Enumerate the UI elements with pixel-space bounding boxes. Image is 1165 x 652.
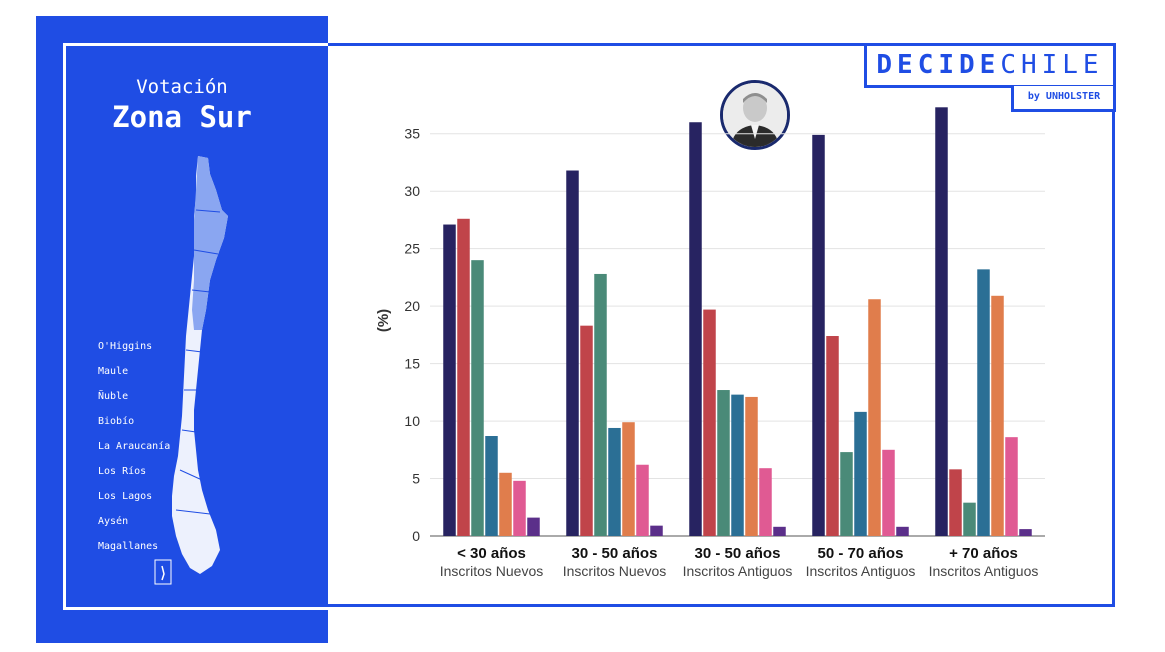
bar [977, 269, 990, 536]
y-tick-label: 35 [404, 126, 420, 142]
bar [443, 224, 456, 536]
bar [566, 170, 579, 536]
y-tick-label: 20 [404, 298, 420, 314]
y-tick-label: 10 [404, 413, 420, 429]
x-category-sublabel: Inscritos Antiguos [929, 563, 1039, 579]
bar [485, 436, 498, 536]
x-category-sublabel: Inscritos Nuevos [440, 563, 543, 579]
x-category-sublabel: Inscritos Nuevos [563, 563, 666, 579]
x-category-label: 30 - 50 años [695, 545, 781, 562]
panel-frame [63, 43, 328, 610]
candidate-photo-icon [720, 80, 790, 150]
bar [513, 480, 526, 536]
y-axis-label: (%) [375, 309, 392, 332]
bar [1019, 529, 1032, 536]
y-tick-label: 5 [412, 471, 420, 487]
region-label: La Araucanía [98, 441, 171, 452]
panel-subtitle: Votación [136, 76, 228, 98]
y-tick-label: 30 [404, 183, 420, 199]
panel-title: Zona Sur [112, 100, 252, 134]
by-label: by UNHOLSTER [1027, 91, 1101, 102]
bar [868, 299, 881, 536]
bar [471, 260, 484, 536]
region-list: O'Higgins Maule Ñuble Biobío La Araucaní… [98, 339, 170, 564]
region-label: Ñuble [98, 391, 129, 402]
region-label: Los Ríos [98, 466, 147, 477]
bar [580, 325, 593, 536]
bar [826, 336, 839, 536]
bar [622, 422, 635, 536]
bar [991, 295, 1004, 536]
decidechile-logo: DECIDECHILE [864, 43, 1116, 88]
bar [773, 526, 786, 536]
bar [745, 396, 758, 536]
region-label: Aysén [98, 516, 129, 527]
bar [636, 464, 649, 536]
by-badge: by UNHOLSTER [1011, 86, 1116, 112]
y-tick-label: 25 [404, 241, 420, 257]
x-category-sublabel: Inscritos Antiguos [806, 563, 916, 579]
x-category-label: + 70 años [949, 545, 1018, 562]
bar [527, 517, 540, 536]
bar [896, 526, 909, 536]
chile-map-icon [154, 156, 228, 585]
bar [608, 427, 621, 536]
bar [935, 107, 948, 536]
bar [689, 122, 702, 537]
x-category-label: 50 - 70 años [818, 545, 904, 562]
region-label: O'Higgins [98, 341, 153, 352]
y-tick-label: 15 [404, 356, 420, 372]
y-tick-label: 0 [412, 528, 420, 544]
bar [963, 502, 976, 536]
bar [650, 525, 663, 536]
bar [499, 472, 512, 536]
logo-light: CHILE [1000, 50, 1104, 80]
bar [882, 449, 895, 536]
x-category-sublabel: Inscritos Antiguos [683, 563, 793, 579]
bar [759, 468, 772, 536]
bar [717, 390, 730, 536]
region-label: Magallanes [98, 541, 159, 552]
bar [854, 411, 867, 536]
region-label: Biobío [98, 416, 135, 427]
bar [731, 394, 744, 536]
x-category-label: < 30 años [457, 545, 526, 562]
bar [1005, 437, 1018, 536]
bar [840, 452, 853, 536]
bar [594, 273, 607, 536]
logo-bold: DECIDE [876, 50, 1001, 80]
region-label: Maule [98, 366, 129, 377]
bar [457, 218, 470, 536]
bar [703, 309, 716, 536]
x-category-label: 30 - 50 años [572, 545, 658, 562]
bar [949, 469, 962, 536]
bar [812, 134, 825, 536]
region-label: Los Lagos [98, 491, 153, 502]
